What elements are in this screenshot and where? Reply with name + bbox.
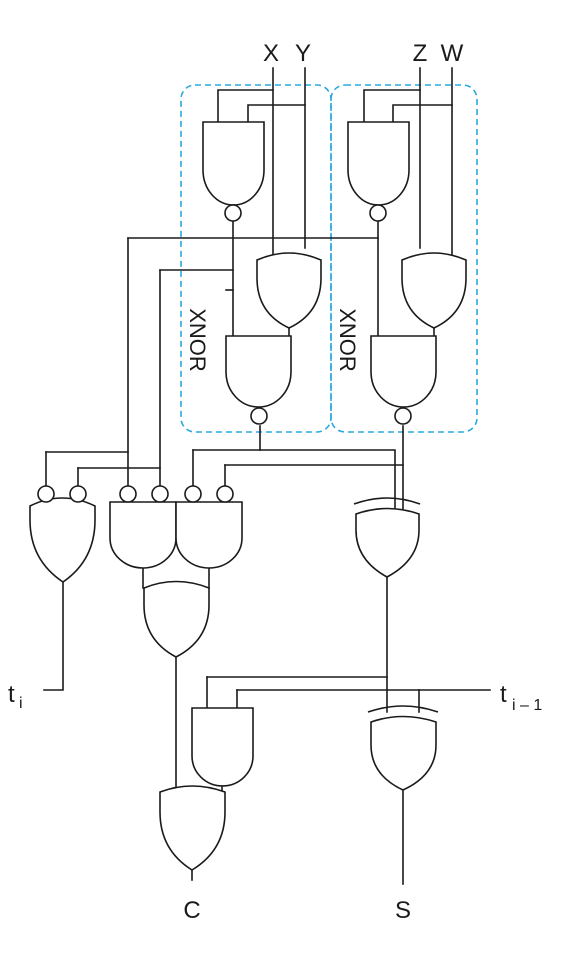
and-gate-lower [191,707,254,787]
and-gate-pair-left [109,485,177,569]
output-label-c: C [183,897,200,924]
xor-gate-top [353,497,421,578]
input-label-tprev-main: t [500,681,507,708]
output-label-s: S [395,897,411,924]
input-label-t-sub: i [19,695,23,712]
input-label-z: Z [413,40,428,67]
or-gate-left [256,252,322,329]
or-gate-bottom [159,785,226,871]
xor-gate-bottom [367,705,439,791]
nand-gate-right-top [347,121,410,222]
or-gate-right [401,252,467,329]
input-label-tprev-sub: i – 1 [512,697,542,714]
nand-gate-left-top [202,121,265,222]
wires [43,67,491,885]
input-label-w: W [441,40,464,67]
xnor-label-left: XNOR [185,308,210,372]
input-label-y: Y [295,40,311,67]
nand-gate-left-bottom [225,335,292,425]
input-label-t-main: t [8,681,15,708]
or-gate-inverted-inputs [29,485,96,583]
input-label-x: X [263,40,279,67]
and-gate-pair-right [175,485,243,569]
or-gate-middle [143,580,210,658]
nand-gate-right-bottom [370,335,437,425]
xnor-group-right-box [330,84,478,433]
xnor-label-right: XNOR [335,308,360,372]
